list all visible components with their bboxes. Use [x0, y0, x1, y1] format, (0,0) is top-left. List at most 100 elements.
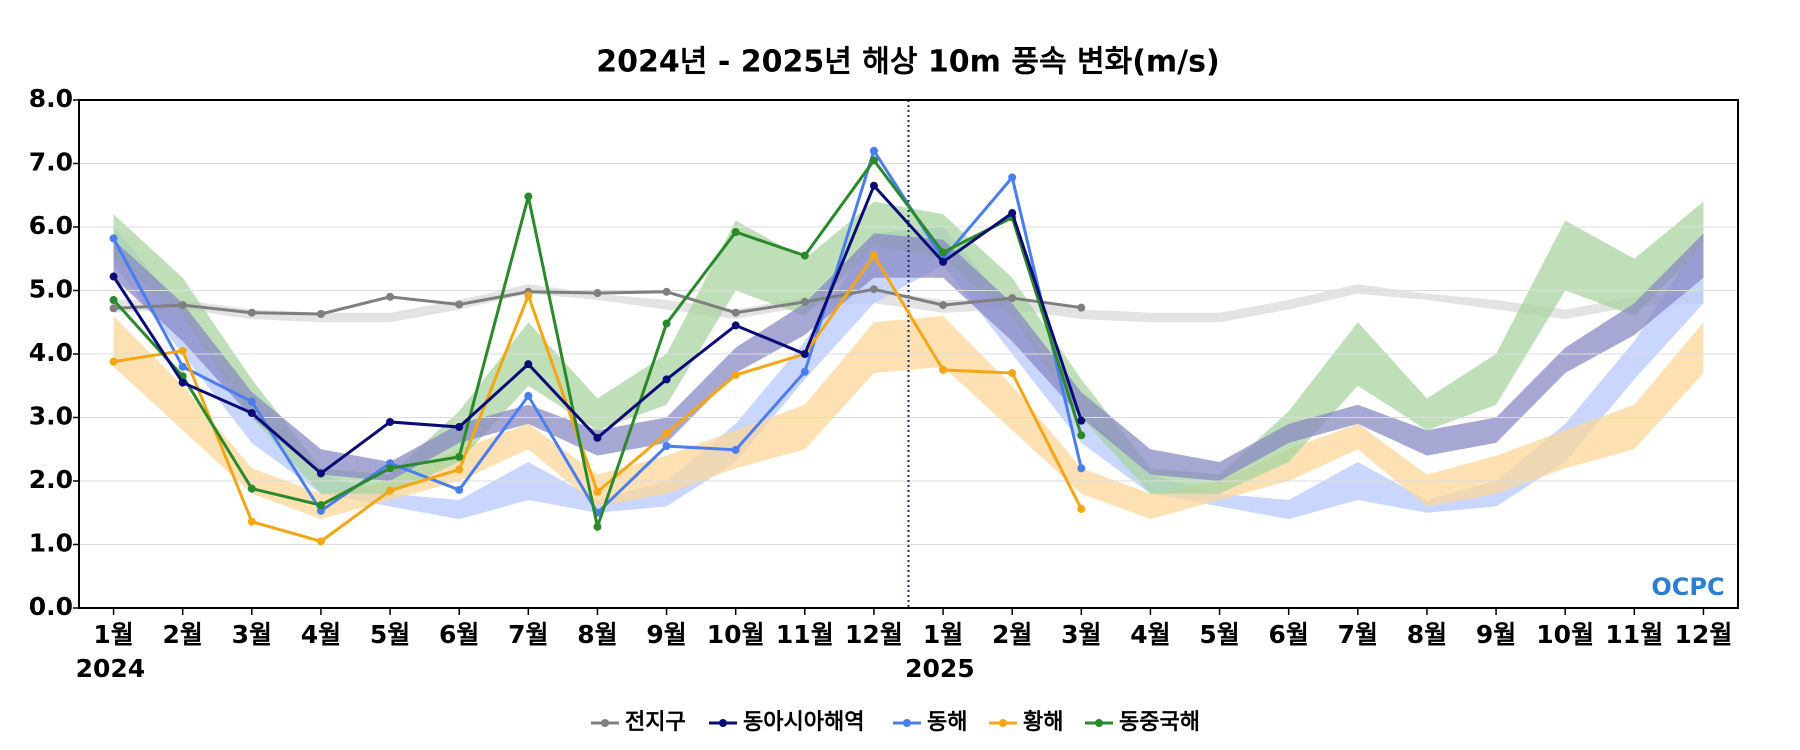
- data-point: [1008, 173, 1017, 182]
- x-tick-label: 8월: [1407, 620, 1447, 649]
- legend-marker: [1095, 719, 1103, 727]
- legend-label: 황해: [1023, 710, 1063, 735]
- x-tick-label: 11월: [1605, 620, 1663, 649]
- data-point: [455, 485, 464, 494]
- data-point: [800, 350, 809, 358]
- data-point: [939, 365, 948, 374]
- x-tick-label: 2월: [162, 620, 202, 649]
- data-point: [524, 360, 533, 369]
- data-point: [593, 487, 602, 496]
- legend-marker: [903, 719, 911, 727]
- data-point: [316, 469, 325, 478]
- data-point: [109, 234, 118, 243]
- data-point: [800, 251, 809, 260]
- data-point: [731, 321, 740, 330]
- data-point: [662, 375, 671, 384]
- data-point: [247, 409, 256, 418]
- x-tick-label: 1월: [93, 620, 133, 649]
- data-point: [455, 465, 464, 474]
- y-tick-label: 5.0: [29, 275, 73, 304]
- data-point: [247, 308, 256, 317]
- x-tick-label: 10월: [1536, 620, 1594, 649]
- data-point: [662, 287, 671, 296]
- data-point: [593, 289, 602, 298]
- x-tick-label: 5월: [370, 620, 410, 649]
- data-point: [386, 417, 395, 426]
- x-tick-label: 5월: [1199, 620, 1239, 649]
- data-point: [869, 251, 878, 260]
- data-point: [731, 445, 740, 454]
- data-point: [386, 464, 395, 473]
- data-point: [1077, 416, 1086, 425]
- data-point: [731, 228, 740, 237]
- x-tick-label: 4월: [301, 620, 341, 649]
- x-tick-label: 8월: [577, 620, 617, 649]
- data-point: [1008, 209, 1017, 218]
- data-point: [1077, 303, 1086, 312]
- data-point: [178, 378, 187, 387]
- y-tick-label: 3.0: [29, 402, 73, 431]
- year-label: 2025: [905, 654, 975, 683]
- y-tick-label: 2.0: [29, 465, 73, 494]
- data-point: [178, 301, 187, 310]
- data-point: [247, 484, 256, 493]
- legend-marker: [999, 719, 1007, 727]
- data-point: [1077, 464, 1086, 473]
- x-tick-label: 9월: [1476, 620, 1516, 649]
- data-point: [869, 156, 878, 165]
- data-point: [939, 301, 948, 310]
- data-point: [731, 308, 740, 317]
- y-tick-label: 8.0: [29, 84, 73, 113]
- x-tick-label: 2월: [992, 620, 1032, 649]
- data-point: [662, 319, 671, 328]
- data-point: [593, 522, 602, 531]
- x-tick-label: 4월: [1130, 620, 1170, 649]
- data-point: [455, 423, 464, 432]
- data-point: [800, 297, 809, 306]
- year-label: 2024: [76, 654, 146, 683]
- data-point: [800, 367, 809, 376]
- legend-label: 동중국해: [1119, 710, 1200, 735]
- data-point: [524, 391, 533, 400]
- data-point: [316, 506, 325, 515]
- data-point: [316, 537, 325, 546]
- data-point: [662, 442, 671, 451]
- x-tick-label: 3월: [232, 620, 272, 649]
- data-point: [109, 357, 118, 366]
- x-tick-label: 11월: [776, 620, 834, 649]
- data-point: [939, 248, 948, 257]
- data-point: [869, 181, 878, 190]
- data-point: [869, 146, 878, 155]
- y-tick-label: 6.0: [29, 211, 73, 240]
- x-tick-label: 12월: [845, 620, 903, 649]
- data-point: [1008, 369, 1017, 378]
- logo: OCPC: [1651, 573, 1724, 601]
- legend-marker: [719, 719, 727, 727]
- data-point: [524, 192, 533, 201]
- x-tick-label: 6월: [1268, 620, 1308, 649]
- chart-title: 2024년 - 2025년 해상 10m 풍속 변화(m/s): [596, 45, 1219, 80]
- data-point: [178, 362, 187, 371]
- y-tick-label: 0.0: [29, 592, 73, 621]
- y-tick-label: 4.0: [29, 338, 73, 367]
- climatology-band: [113, 315, 1704, 520]
- data-point: [731, 370, 740, 379]
- data-point: [1077, 431, 1086, 440]
- legend-label: 동해: [927, 710, 967, 735]
- data-point: [455, 452, 464, 461]
- y-tick-label: 1.0: [29, 529, 73, 558]
- data-point: [593, 433, 602, 442]
- legend-label: 전지구: [625, 710, 686, 735]
- data-point: [455, 300, 464, 309]
- data-point: [109, 296, 118, 305]
- x-tick-label: 6월: [439, 620, 479, 649]
- data-point: [939, 257, 948, 266]
- data-point: [386, 292, 395, 301]
- data-point: [386, 486, 395, 495]
- data-point: [247, 517, 256, 526]
- data-point: [524, 291, 533, 300]
- x-tick-label: 3월: [1061, 620, 1101, 649]
- x-tick-label: 9월: [646, 620, 686, 649]
- data-point: [316, 501, 325, 510]
